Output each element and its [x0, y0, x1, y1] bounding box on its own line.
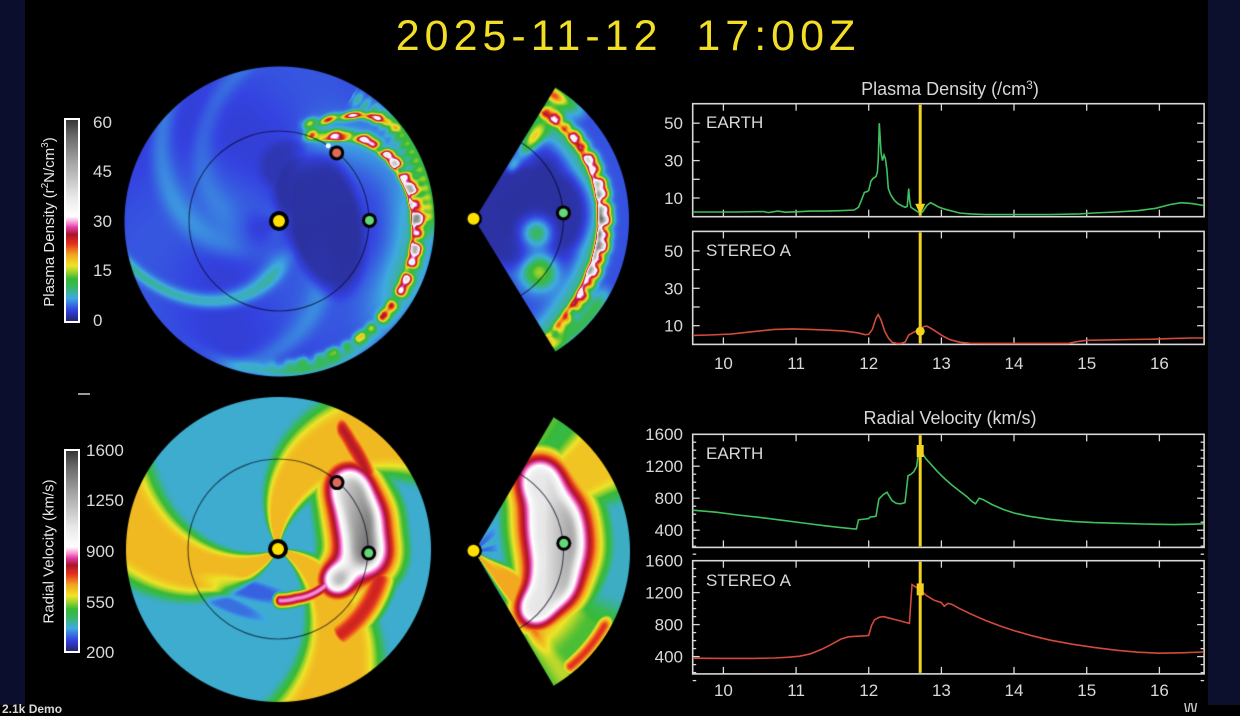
svg-text:1200: 1200 [645, 584, 683, 603]
svg-text:Radial Velocity (km/s): Radial Velocity (km/s) [863, 408, 1036, 428]
svg-text:Plasma Density (/cm3): Plasma Density (/cm3) [861, 78, 1039, 99]
svg-text:1200: 1200 [645, 457, 683, 476]
svg-text:10: 10 [664, 189, 683, 208]
svg-text:400: 400 [655, 521, 683, 540]
svg-text:30: 30 [664, 152, 683, 171]
svg-text:50: 50 [664, 242, 683, 261]
svg-text:EARTH: EARTH [706, 444, 763, 463]
svg-text:11: 11 [787, 354, 805, 373]
svg-text:15: 15 [1077, 681, 1096, 700]
svg-text:13: 13 [932, 681, 951, 700]
svg-text:STEREO A: STEREO A [706, 241, 792, 260]
svg-text:13: 13 [932, 354, 951, 373]
svg-text:10: 10 [714, 681, 733, 700]
svg-text:EARTH: EARTH [706, 113, 763, 132]
svg-text:11: 11 [787, 681, 805, 700]
svg-text:10: 10 [664, 317, 683, 336]
svg-text:50: 50 [664, 114, 683, 133]
svg-text:15: 15 [1077, 354, 1096, 373]
svg-text:800: 800 [655, 616, 683, 635]
svg-text:14: 14 [1005, 354, 1024, 373]
svg-text:400: 400 [655, 648, 683, 667]
svg-text:1600: 1600 [645, 552, 683, 571]
svg-text:STEREO A: STEREO A [706, 571, 792, 590]
svg-text:16: 16 [1150, 354, 1169, 373]
svg-text:800: 800 [655, 489, 683, 508]
svg-text:14: 14 [1005, 681, 1024, 700]
svg-text:1600: 1600 [645, 425, 683, 444]
svg-text:12: 12 [859, 681, 878, 700]
svg-text:10: 10 [714, 354, 733, 373]
svg-text:30: 30 [664, 279, 683, 298]
svg-text:12: 12 [859, 354, 878, 373]
svg-text:16: 16 [1150, 681, 1169, 700]
